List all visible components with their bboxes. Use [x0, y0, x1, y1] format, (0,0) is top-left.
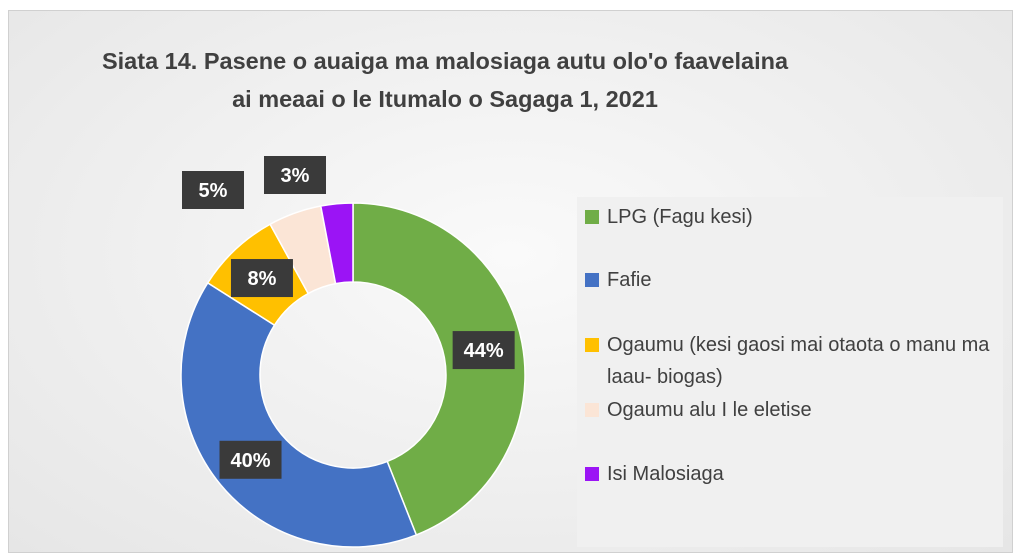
- donut-segment: [180, 281, 418, 548]
- data-label-box: [230, 259, 293, 298]
- legend-label: Isi Malosiaga: [607, 463, 724, 485]
- data-label-box: [452, 331, 515, 370]
- legend-item: Ogaumu alu I le eletise: [585, 394, 995, 426]
- legend-label: Fafie: [607, 269, 652, 291]
- legend-item: LPG (Fagu kesi): [585, 201, 995, 233]
- data-label: 40%: [231, 450, 271, 472]
- donut-segment: [352, 202, 526, 536]
- donut-segment: [319, 202, 354, 285]
- legend-label: Ogaumu (kesi gaosi mai otaota o manu ma …: [607, 334, 990, 388]
- legend-swatch: [585, 338, 599, 352]
- legend-item: Isi Malosiaga: [585, 458, 995, 490]
- legend-swatch: [585, 210, 599, 224]
- legend-swatch: [585, 403, 599, 417]
- data-label: 5%: [199, 180, 228, 202]
- data-label: 3%: [281, 165, 310, 187]
- data-label-box: [219, 440, 282, 479]
- data-label-box: [182, 171, 244, 209]
- data-label-box: [264, 156, 326, 194]
- chart-title: Siata 14. Pasene o auaiga ma malosiaga a…: [101, 48, 789, 112]
- data-label: 8%: [248, 268, 277, 290]
- data-label: 44%: [464, 340, 504, 362]
- legend-item: Fafie: [585, 264, 995, 296]
- legend-label: LPG (Fagu kesi): [607, 206, 753, 228]
- legend-label: Ogaumu alu I le eletise: [607, 399, 812, 421]
- legend-item: Ogaumu (kesi gaosi mai otaota o manu ma …: [585, 329, 995, 393]
- legend-swatch: [585, 273, 599, 287]
- legend: LPG (Fagu kesi) Fafie Ogaumu (kesi gaosi m…: [577, 197, 1003, 547]
- legend-swatch: [585, 467, 599, 481]
